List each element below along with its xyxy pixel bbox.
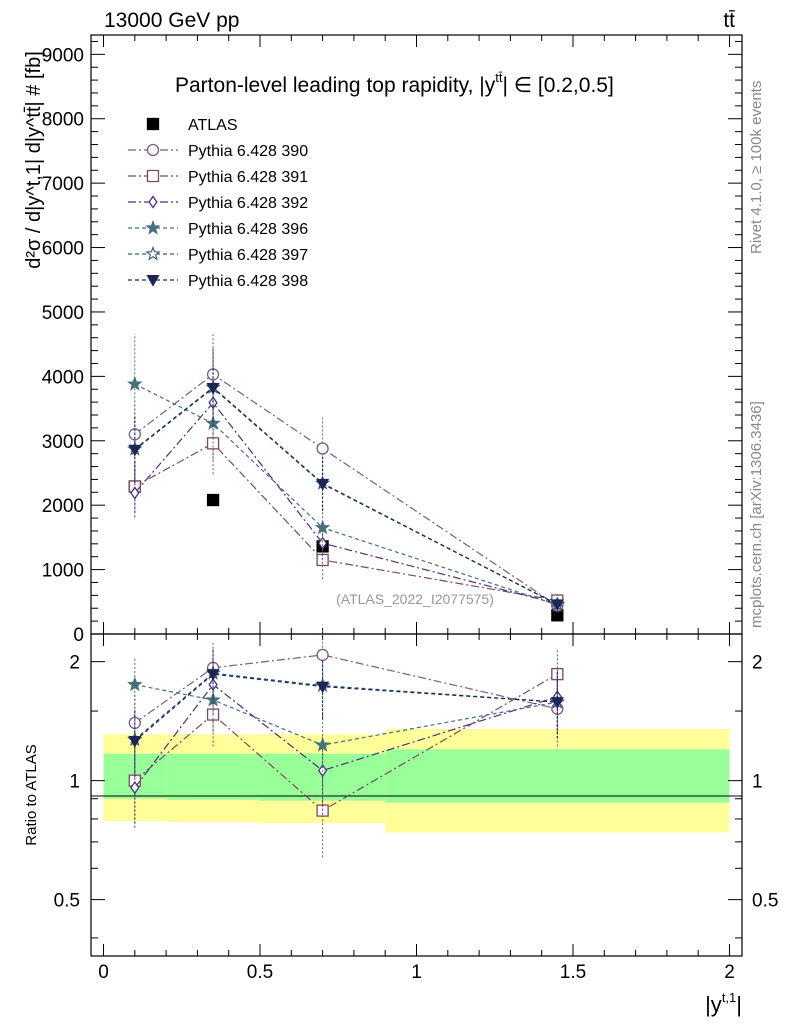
ratio-data-point xyxy=(130,781,140,795)
plot-title: Parton-level leading top rapidity, |ytt̄… xyxy=(175,70,614,97)
legend-label: Pythia 6.428 396 xyxy=(188,221,308,238)
ratio-band-stat xyxy=(166,753,261,800)
xlabel: |yt,1| xyxy=(705,990,742,1017)
y-tick-label: 5000 xyxy=(42,303,84,324)
legend-entry: Pythia 6.428 392 xyxy=(128,195,308,212)
ratio-data-point xyxy=(128,735,142,748)
y-tick-label: 9000 xyxy=(42,45,84,66)
main-data-point xyxy=(316,478,330,491)
ratio-data-point xyxy=(550,697,564,709)
main-series-line xyxy=(134,401,558,605)
main-data-point xyxy=(206,382,220,395)
legend-marker xyxy=(146,143,160,157)
legend-label: Pythia 6.428 391 xyxy=(188,169,308,186)
ratio-y-tick-label-right: 1 xyxy=(752,772,763,793)
legend-label: Pythia 6.428 392 xyxy=(188,195,308,212)
legend-marker xyxy=(146,117,160,131)
legend-entry: Pythia 6.428 391 xyxy=(128,169,308,186)
axis-tick-labels: 0 0.5 1 1.5 2 0 1000 2000 3000 4000 5000 6000 7000 80… xyxy=(42,45,779,983)
legend-label: Pythia 6.428 398 xyxy=(188,273,308,290)
main-data-point xyxy=(550,599,564,612)
legend-marker xyxy=(148,195,158,209)
main-data-point xyxy=(128,444,142,457)
legend-entry: Pythia 6.428 397 xyxy=(128,245,308,264)
ratio-series-line xyxy=(134,683,558,789)
main-data-point xyxy=(130,486,140,500)
process-label: tt̄ xyxy=(723,9,735,32)
ratio-y-tick-label-right: 2 xyxy=(752,653,763,674)
analysis-id: (ATLAS_2022_I2077575) xyxy=(336,591,494,607)
ratio-series-line xyxy=(134,654,558,724)
rivet-version-label: Rivet 4.1.0, ≥ 100k events xyxy=(748,81,765,254)
energy-label: 13000 GeV pp xyxy=(104,9,239,32)
legend-label: Pythia 6.428 397 xyxy=(188,247,308,264)
ratio-uncertainty-bands xyxy=(103,729,730,833)
y-tick-label: 1000 xyxy=(42,561,84,582)
ratio-band-stat xyxy=(385,749,730,803)
ratio-data-point xyxy=(127,676,143,692)
main-series-line xyxy=(134,387,558,605)
ratio-y-tick-label: 2 xyxy=(69,653,80,674)
x-tick-label: 0.5 xyxy=(247,962,273,983)
y-tick-label: 2000 xyxy=(42,496,84,517)
legend: ATLAS Pythia 6.428 390 Pythia 6.428 391 Pyt… xyxy=(128,117,308,290)
y-tick-label: 3000 xyxy=(42,432,84,453)
y-tick-label: 7000 xyxy=(42,174,84,195)
legend-entry: Pythia 6.428 398 xyxy=(128,273,308,290)
ratio-data-point xyxy=(206,669,220,681)
legend-marker xyxy=(146,275,160,287)
main-series-layer xyxy=(127,332,566,622)
main-series-line xyxy=(134,383,558,606)
main-ylabel: d²σ / d|y^t,1| d|y^tt̄| # [fb] xyxy=(23,51,45,269)
ratio-y-tick-label: 0.5 xyxy=(54,891,80,912)
main-data-point xyxy=(316,442,329,455)
legend-label: Pythia 6.428 390 xyxy=(188,143,308,160)
ratio-y-tick-label: 1 xyxy=(69,772,80,793)
y-tick-label: 6000 xyxy=(42,239,84,260)
axis-ticks xyxy=(91,35,742,956)
y-tick-label: 0 xyxy=(73,625,84,646)
main-data-point xyxy=(127,376,143,391)
legend-entry: ATLAS xyxy=(146,117,238,134)
ratio-series-line xyxy=(134,673,558,742)
legend-entry: Pythia 6.428 390 xyxy=(128,143,308,160)
main-data-point xyxy=(206,493,220,507)
legend-marker xyxy=(145,219,161,235)
legend-label: ATLAS xyxy=(188,117,238,134)
ratio-data-point xyxy=(316,681,330,694)
y-tick-label: 4000 xyxy=(42,367,84,388)
ratio-series-layer xyxy=(127,627,565,858)
x-tick-label: 1.5 xyxy=(560,962,586,983)
main-series-line xyxy=(134,442,558,602)
mcplots-label: mcplots.cern.ch [arXiv:1306.3436] xyxy=(748,401,765,628)
legend-entry: Pythia 6.428 396 xyxy=(128,219,308,238)
legend-marker xyxy=(146,169,160,183)
main-series-6 xyxy=(128,349,564,612)
ratio-data-point xyxy=(316,648,329,662)
ratio-series-line xyxy=(134,684,558,746)
main-data-point xyxy=(314,519,331,535)
legend-marker xyxy=(145,245,161,261)
ratio-series-5 xyxy=(128,648,564,778)
x-tick-label: 0 xyxy=(98,962,109,983)
ratio-series-line xyxy=(134,673,558,812)
ratio-ylabel: Ratio to ATLAS xyxy=(23,744,40,845)
x-tick-label: 2 xyxy=(724,962,735,983)
x-tick-label: 1 xyxy=(411,962,422,983)
y-tick-label: 8000 xyxy=(42,110,84,131)
ratio-data-point xyxy=(314,737,331,752)
ratio-y-tick-label-right: 0.5 xyxy=(752,891,778,912)
